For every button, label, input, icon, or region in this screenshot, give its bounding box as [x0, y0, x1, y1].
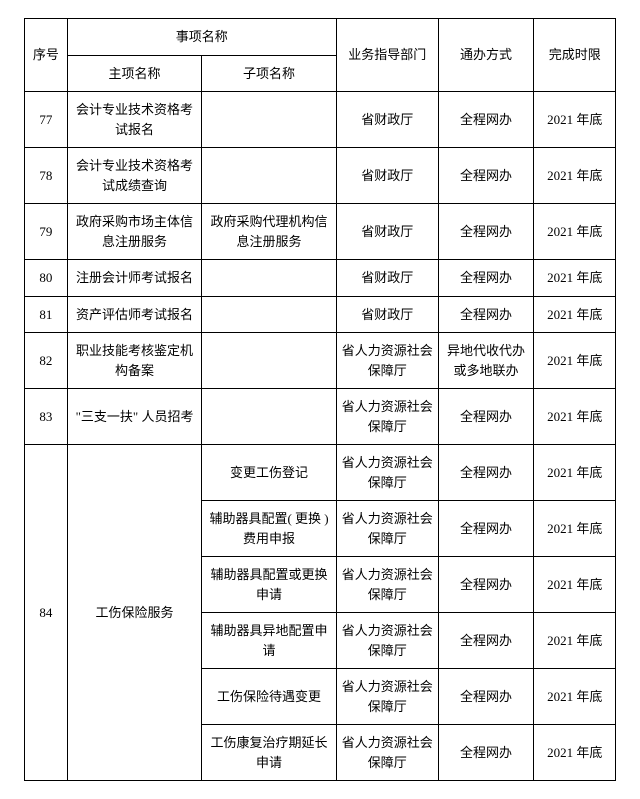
cell-mode: 全程网办 [438, 669, 534, 725]
cell-main: 政府采购市场主体信息注册服务 [67, 204, 201, 260]
cell-mode: 全程网办 [438, 204, 534, 260]
cell-deadline: 2021 年底 [534, 557, 616, 613]
cell-sub: 辅助器具配置或更换申请 [202, 557, 337, 613]
cell-sub: 变更工伤登记 [202, 445, 337, 501]
cell-deadline: 2021 年底 [534, 333, 616, 389]
table-row: 80 注册会计师考试报名 省财政厅 全程网办 2021 年底 [25, 260, 616, 297]
cell-sub: 工伤保险待遇变更 [202, 669, 337, 725]
cell-seq: 81 [25, 296, 68, 333]
cell-deadline: 2021 年底 [534, 92, 616, 148]
cell-dept: 省财政厅 [336, 92, 438, 148]
header-deadline: 完成时限 [534, 19, 616, 92]
cell-main: 工伤保险服务 [67, 445, 201, 781]
table-row: 81 资产评估师考试报名 省财政厅 全程网办 2021 年底 [25, 296, 616, 333]
cell-mode: 全程网办 [438, 148, 534, 204]
cell-mode: 全程网办 [438, 92, 534, 148]
cell-deadline: 2021 年底 [534, 296, 616, 333]
cell-mode: 全程网办 [438, 501, 534, 557]
cell-sub: 辅助器具配置( 更换 )费用申报 [202, 501, 337, 557]
cell-main: 资产评估师考试报名 [67, 296, 201, 333]
cell-mode: 全程网办 [438, 445, 534, 501]
table-row: 84 工伤保险服务 变更工伤登记 省人力资源社会保障厅 全程网办 2021 年底 [25, 445, 616, 501]
cell-dept: 省财政厅 [336, 148, 438, 204]
cell-dept: 省人力资源社会保障厅 [336, 613, 438, 669]
cell-sub: 政府采购代理机构信息注册服务 [202, 204, 337, 260]
cell-sub [202, 389, 337, 445]
cell-main: 注册会计师考试报名 [67, 260, 201, 297]
cell-deadline: 2021 年底 [534, 260, 616, 297]
cell-dept: 省财政厅 [336, 260, 438, 297]
header-dept: 业务指导部门 [336, 19, 438, 92]
cell-dept: 省人力资源社会保障厅 [336, 725, 438, 781]
cell-dept: 省财政厅 [336, 296, 438, 333]
cell-seq: 84 [25, 445, 68, 781]
cell-seq: 77 [25, 92, 68, 148]
cell-main: "三支一扶" 人员招考 [67, 389, 201, 445]
cell-sub: 辅助器具异地配置申请 [202, 613, 337, 669]
cell-main: 会计专业技术资格考试报名 [67, 92, 201, 148]
cell-dept: 省财政厅 [336, 204, 438, 260]
header-mode: 通办方式 [438, 19, 534, 92]
cell-deadline: 2021 年底 [534, 148, 616, 204]
table-row: 82 职业技能考核鉴定机构备案 省人力资源社会保障厅 异地代收代办或多地联办 2… [25, 333, 616, 389]
cell-seq: 83 [25, 389, 68, 445]
cell-mode: 全程网办 [438, 725, 534, 781]
cell-dept: 省人力资源社会保障厅 [336, 333, 438, 389]
header-sub-item: 子项名称 [202, 55, 337, 92]
cell-seq: 82 [25, 333, 68, 389]
table-header: 序号 事项名称 业务指导部门 通办方式 完成时限 主项名称 子项名称 [25, 19, 616, 92]
cell-dept: 省人力资源社会保障厅 [336, 445, 438, 501]
gov-services-table: 序号 事项名称 业务指导部门 通办方式 完成时限 主项名称 子项名称 77 会计… [24, 18, 616, 781]
cell-deadline: 2021 年底 [534, 725, 616, 781]
cell-deadline: 2021 年底 [534, 445, 616, 501]
cell-sub [202, 92, 337, 148]
cell-main: 会计专业技术资格考试成绩查询 [67, 148, 201, 204]
cell-mode: 全程网办 [438, 389, 534, 445]
cell-sub [202, 296, 337, 333]
cell-sub: 工伤康复治疗期延长申请 [202, 725, 337, 781]
header-seq: 序号 [25, 19, 68, 92]
header-item-group: 事项名称 [67, 19, 336, 56]
cell-mode: 全程网办 [438, 260, 534, 297]
cell-sub [202, 333, 337, 389]
cell-seq: 79 [25, 204, 68, 260]
cell-deadline: 2021 年底 [534, 669, 616, 725]
cell-sub [202, 260, 337, 297]
table-row: 78 会计专业技术资格考试成绩查询 省财政厅 全程网办 2021 年底 [25, 148, 616, 204]
table-row: 83 "三支一扶" 人员招考 省人力资源社会保障厅 全程网办 2021 年底 [25, 389, 616, 445]
cell-dept: 省人力资源社会保障厅 [336, 389, 438, 445]
cell-deadline: 2021 年底 [534, 501, 616, 557]
cell-dept: 省人力资源社会保障厅 [336, 669, 438, 725]
cell-mode: 全程网办 [438, 613, 534, 669]
cell-deadline: 2021 年底 [534, 613, 616, 669]
cell-seq: 80 [25, 260, 68, 297]
cell-mode: 全程网办 [438, 557, 534, 613]
cell-sub [202, 148, 337, 204]
cell-main: 职业技能考核鉴定机构备案 [67, 333, 201, 389]
cell-dept: 省人力资源社会保障厅 [336, 501, 438, 557]
table-row: 79 政府采购市场主体信息注册服务 政府采购代理机构信息注册服务 省财政厅 全程… [25, 204, 616, 260]
cell-deadline: 2021 年底 [534, 204, 616, 260]
header-main-item: 主项名称 [67, 55, 201, 92]
cell-deadline: 2021 年底 [534, 389, 616, 445]
table-row: 77 会计专业技术资格考试报名 省财政厅 全程网办 2021 年底 [25, 92, 616, 148]
cell-seq: 78 [25, 148, 68, 204]
cell-mode: 异地代收代办或多地联办 [438, 333, 534, 389]
table-body: 77 会计专业技术资格考试报名 省财政厅 全程网办 2021 年底 78 会计专… [25, 92, 616, 781]
cell-mode: 全程网办 [438, 296, 534, 333]
cell-dept: 省人力资源社会保障厅 [336, 557, 438, 613]
